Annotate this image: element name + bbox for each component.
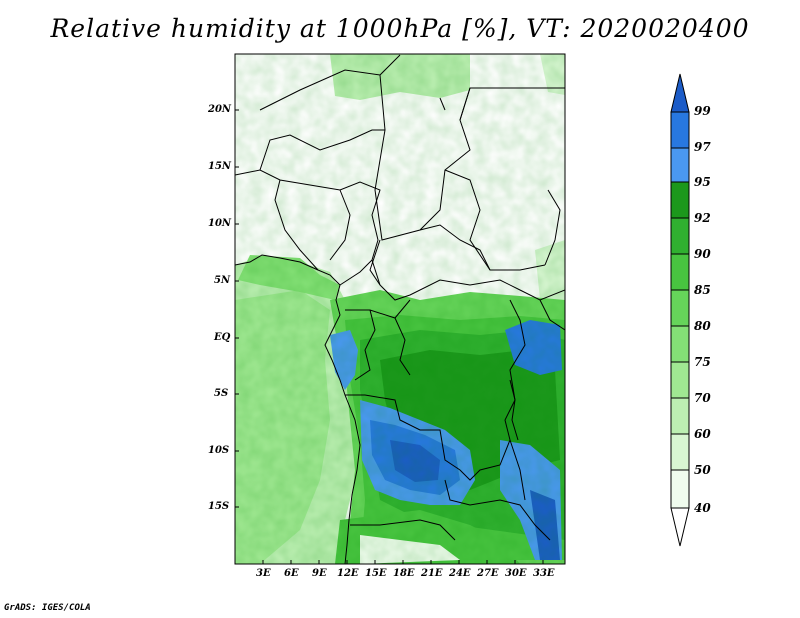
- lon-tick-15e: 15E: [365, 568, 387, 579]
- border-niger: [259, 129, 385, 171]
- credit-label: GrADS: IGES/COLA: [4, 603, 91, 613]
- lon-tick-marks: [262, 560, 544, 564]
- colorbar-seg-80-85: [670, 289, 690, 327]
- colorbar-label-40: 40: [694, 501, 711, 515]
- colorbar-label-97: 97: [694, 140, 711, 154]
- colorbar-top-triangle: [670, 73, 690, 113]
- lat-tick-5n: 5N: [214, 275, 231, 286]
- colorbar-seg-90-92: [670, 217, 690, 255]
- colorbar-seg-97-99: [670, 111, 690, 149]
- border-sudan: [444, 169, 546, 271]
- border-zambia: [444, 479, 551, 541]
- lat-tick-20n: 20N: [208, 104, 232, 115]
- lon-tick-27e: 27E: [477, 568, 499, 579]
- humidity-field: [235, 54, 565, 564]
- lat-tick-10s: 10S: [208, 445, 230, 456]
- colorbar-label-75: 75: [694, 355, 711, 369]
- colorbar-bottom-triangle: [670, 507, 690, 547]
- colorbar-label-85: 85: [694, 283, 711, 297]
- lat-tick-15s: 15S: [208, 501, 230, 512]
- border-ethiopia-kenya: [539, 189, 565, 331]
- lon-tick-24e: 24E: [449, 568, 471, 579]
- colorbar-label-70: 70: [694, 391, 711, 405]
- border-lake-tanganyika: [509, 379, 519, 441]
- colorbar-label-90: 90: [694, 247, 711, 261]
- colorbar-label-92: 92: [694, 211, 711, 225]
- lat-tick-15n: 15N: [208, 161, 232, 172]
- border-angola-south: [350, 519, 456, 541]
- lon-tick-3e: 3E: [256, 568, 271, 579]
- colorbar-seg-85-90: [670, 253, 690, 291]
- lat-tick-5s: 5S: [214, 388, 229, 399]
- border-congo: [354, 309, 411, 381]
- colorbar-seg-75-80: [670, 325, 690, 363]
- colorbar-seg-70-75: [670, 361, 690, 399]
- border-libya-algeria: [259, 54, 401, 111]
- coastline: [235, 254, 361, 564]
- country-borders: [235, 54, 565, 564]
- border-sudan-north: [439, 87, 471, 121]
- colorbar-seg-95-97: [670, 147, 690, 183]
- lon-tick-30e: 30E: [505, 568, 527, 579]
- lat-tick-marks: [235, 109, 239, 508]
- lon-tick-12e: 12E: [337, 568, 359, 579]
- colorbar-label-95: 95: [694, 175, 711, 189]
- border-drc-angola: [345, 394, 511, 481]
- lon-tick-21e: 21E: [421, 568, 443, 579]
- border-cameroon: [339, 259, 411, 319]
- colorbar-label-99: 99: [694, 104, 711, 118]
- field-noise: [235, 54, 565, 564]
- lat-tick-10n: 10N: [208, 218, 232, 229]
- colorbar: [670, 73, 690, 547]
- colorbar-label-50: 50: [694, 463, 711, 477]
- map-frame: [234, 53, 566, 565]
- colorbar-seg-92-95: [670, 181, 690, 219]
- colorbar-seg-50-60: [670, 433, 690, 471]
- lon-tick-6e: 6E: [284, 568, 299, 579]
- colorbar-seg-40-50: [670, 469, 690, 509]
- lon-tick-33e: 33E: [533, 568, 555, 579]
- colorbar-seg-60-70: [670, 397, 690, 435]
- colorbar-label-80: 80: [694, 319, 711, 333]
- colorbar-label-60: 60: [694, 427, 711, 441]
- lat-tick-eq: EQ: [214, 332, 231, 343]
- lon-tick-18e: 18E: [393, 568, 415, 579]
- lon-tick-9e: 9E: [312, 568, 327, 579]
- map-title: Relative humidity at 1000hPa [%], VT: 20…: [50, 14, 750, 43]
- border-car: [369, 224, 491, 286]
- border-nigeria: [274, 179, 351, 271]
